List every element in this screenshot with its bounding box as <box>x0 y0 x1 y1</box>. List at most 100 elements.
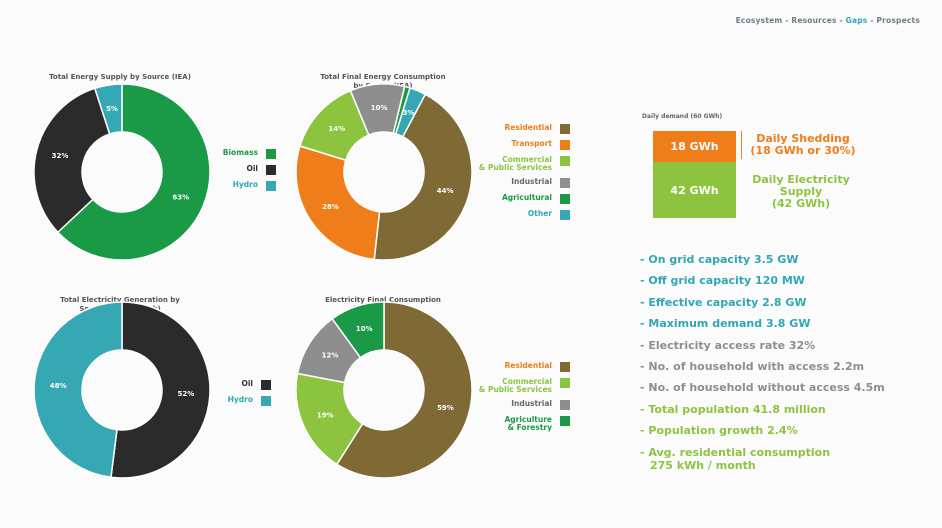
stat-text: - Effective capacity 2.8 GW <box>640 295 807 309</box>
slice-value-label: 44% <box>437 187 454 195</box>
donut-slice-oil <box>33 87 111 234</box>
nav-sep: - <box>867 16 877 25</box>
stat-item: - Population growth 2.4% <box>640 424 885 445</box>
legend-label-line2: & Forestry <box>507 423 552 432</box>
legend-label-line1: Agriculture <box>504 415 552 424</box>
daily-shedding-label-line1: Daily Shedding <box>756 132 850 145</box>
daily-shedding-label: Daily Shedding (18 GWh or 30%) <box>748 133 858 157</box>
stat-text: - Off grid capacity 120 MW <box>640 274 805 288</box>
daily-shedding-bar: 18 GWh <box>653 131 736 162</box>
legend-swatch <box>266 165 276 175</box>
legend-label-line1: Hydro <box>227 395 253 404</box>
stat-item: - Effective capacity 2.8 GW <box>640 296 885 317</box>
legend-label-line1: Transport <box>511 139 552 148</box>
slice-value-label: 32% <box>52 152 69 160</box>
donut-slice-transport <box>295 145 381 261</box>
stat-text: - Total population 41.8 million <box>640 402 826 416</box>
nav-ecosystem[interactable]: Ecosystem <box>735 16 783 25</box>
donut-slice-residential <box>373 93 473 261</box>
legend-label-line1: Industrial <box>511 399 552 408</box>
slice-value-label: 10% <box>356 325 373 333</box>
donut-slice-hydro <box>93 83 123 135</box>
legend-label: Biomass <box>223 149 258 157</box>
nav-prospects[interactable]: Prospects <box>876 16 920 25</box>
legend-swatch <box>261 396 271 406</box>
daily-demand-title: Daily demand (60 GWh) <box>642 113 723 120</box>
donut-slice-oil <box>110 301 211 479</box>
stat-text-line2: 275 kWh / month <box>650 458 756 472</box>
legend-swatch <box>560 124 570 134</box>
nav-gaps[interactable]: Gaps <box>845 16 868 25</box>
legend-label-line2: & Public Services <box>478 163 552 172</box>
legend-swatch <box>560 362 570 372</box>
legend-swatch <box>560 210 570 220</box>
donut-slice-residential <box>335 301 473 479</box>
legend-swatch <box>560 140 570 150</box>
legend-label: Hydro <box>233 181 258 189</box>
chart-2-title-line1: Total Final Energy Consumption <box>320 73 446 81</box>
slice-value-label: 14% <box>328 125 345 133</box>
legend-label: Transport <box>511 140 552 148</box>
legend-label: Residential <box>505 124 552 132</box>
stat-text: - Maximum demand 3.8 GW <box>640 317 811 331</box>
slice-value-label: 12% <box>322 352 339 360</box>
daily-shedding-label-line2: (18 GWh or 30%) <box>750 144 856 157</box>
legend-label-line1: Hydro <box>232 180 258 189</box>
legend-swatch <box>560 378 570 388</box>
legend-label-line1: Oil <box>246 164 258 173</box>
legend-label-line1: Commercial <box>502 155 552 164</box>
legend-label: Agriculture & Forestry <box>504 416 552 432</box>
legend-swatch <box>266 149 276 159</box>
legend-label-line2: & Public Services <box>478 385 552 394</box>
donut-slice-other <box>394 86 427 138</box>
chart-2-donut: 44% 28% 14% 10% 3% <box>295 83 473 261</box>
slice-value-label: 63% <box>172 193 189 201</box>
slice-value-label: 5% <box>106 105 118 113</box>
legend-label: Oil <box>246 165 258 173</box>
legend-label-line1: Agricultural <box>501 193 552 202</box>
stat-item: - Avg. residential consumption 275 kWh / … <box>640 446 885 472</box>
chart-3-donut: 52% 48% <box>33 301 211 479</box>
legend-label-line1: Residential <box>504 123 552 132</box>
chart-1-title: Total Energy Supply by Source (IEA) <box>15 73 225 82</box>
legend-swatch <box>560 194 570 204</box>
daily-supply-label: Daily Electricity Supply (42 GWh) <box>746 174 856 210</box>
chart-4-title-line1: Electricity Final Consumption <box>325 296 441 304</box>
daily-supply-label-line3: (42 GWh) <box>771 197 831 210</box>
slice-value-label: 52% <box>177 390 194 398</box>
legend-label: Industrial <box>511 400 552 408</box>
legend-label: Oil <box>241 380 253 388</box>
nav-resources[interactable]: Resources <box>791 16 837 25</box>
donut-slice-hydro <box>33 301 123 479</box>
shedding-bracket <box>741 131 746 159</box>
legend-label-line1: Residential <box>504 361 552 370</box>
slice-value-label: 19% <box>317 411 334 419</box>
stat-text: - No. of household without access 4.5m <box>640 381 885 395</box>
slice-value-label: 59% <box>437 404 454 412</box>
daily-supply-value: 42 GWh <box>670 183 719 197</box>
stat-item: - Electricity access rate 32% <box>640 339 885 360</box>
legend-label: Agricultural <box>502 194 552 202</box>
stat-item: - On grid capacity 3.5 GW <box>640 253 885 274</box>
slice-value-label: 10% <box>371 104 388 112</box>
slice-value-label: 28% <box>322 203 339 211</box>
stat-item: - No. of household without access 4.5m <box>640 381 885 402</box>
slice-value-label: 3% <box>403 109 415 117</box>
legend-label: Industrial <box>511 178 552 186</box>
donut-slice-agriculture <box>331 301 385 359</box>
stat-text: - On grid capacity 3.5 GW <box>640 253 799 266</box>
stat-item: - Maximum demand 3.8 GW <box>640 317 885 338</box>
stat-item: - No. of household with access 2.2m <box>640 360 885 381</box>
legend-swatch <box>560 400 570 410</box>
stat-text: - No. of household with access 2.2m <box>640 359 865 373</box>
stat-item: - Total population 41.8 million <box>640 403 885 424</box>
stat-text: - Electricity access rate 32% <box>640 338 816 352</box>
daily-supply-label-line2: Supply <box>779 185 823 198</box>
stat-item: - Off grid capacity 120 MW <box>640 274 885 295</box>
chart-1-donut: 63% 32% 5% <box>33 83 211 261</box>
daily-supply-bar: 42 GWh <box>653 162 736 218</box>
daily-supply-label-line1: Daily Electricity <box>752 173 850 186</box>
legend-label: Hydro <box>228 396 253 404</box>
legend-label-line1: Commercial <box>502 377 552 386</box>
